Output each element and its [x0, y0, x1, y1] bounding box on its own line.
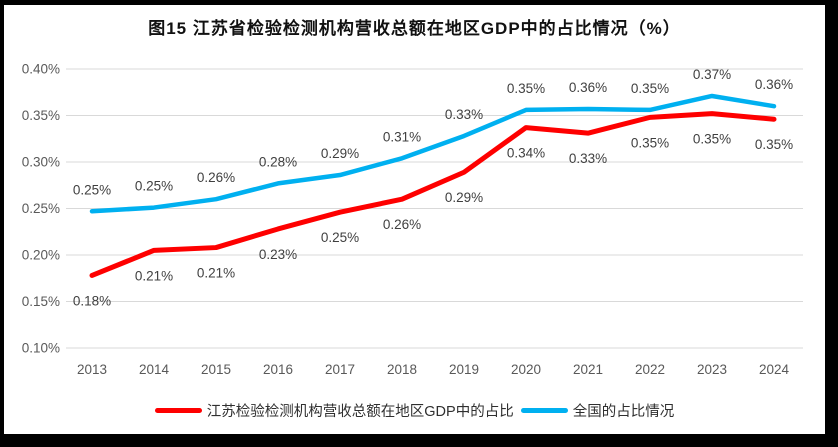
y-axis-tick-label: 0.30% — [22, 155, 60, 170]
data-label: 0.33% — [569, 151, 607, 166]
legend-line-swatch — [154, 408, 202, 413]
legend-line-swatch — [520, 408, 568, 413]
data-label: 0.21% — [135, 268, 173, 283]
data-label: 0.29% — [445, 190, 483, 205]
data-label: 0.23% — [259, 247, 297, 262]
data-label: 0.35% — [755, 137, 793, 152]
data-label: 0.18% — [73, 293, 111, 308]
x-axis-tick-label: 2022 — [635, 362, 665, 377]
legend-item: 江苏检验检测机构营收总额在地区GDP中的占比 — [154, 400, 514, 421]
data-label: 0.37% — [693, 67, 731, 82]
y-axis-tick-label: 0.20% — [22, 248, 60, 263]
data-label: 0.26% — [197, 170, 235, 185]
legend-label: 江苏检验检测机构营收总额在地区GDP中的占比 — [206, 404, 514, 420]
chart-canvas: 图15 江苏省检验检测机构营收总额在地区GDP中的占比情况（%） 0.40% 0.… — [4, 5, 825, 434]
line-chart: 0.40% 0.35% 0.30% 0.25% 0.20% 0.15% 0.10% 2013 2… — [22, 62, 803, 377]
x-axis-tick-label: 2021 — [573, 362, 603, 377]
data-label: 0.33% — [445, 107, 483, 122]
chart-title: 图15 江苏省检验检测机构营收总额在地区GDP中的占比情况（%） — [148, 19, 681, 38]
data-label: 0.35% — [507, 81, 545, 96]
data-label: 0.25% — [73, 182, 111, 197]
series-line-1 — [89, 93, 777, 214]
x-axis-tick-label: 2015 — [201, 362, 231, 377]
data-label: 0.21% — [197, 266, 235, 281]
legend-label: 全国的占比情况 — [572, 404, 675, 420]
data-label: 0.36% — [755, 77, 793, 92]
x-axis-tick-label: 2019 — [449, 362, 479, 377]
data-label: 0.28% — [259, 154, 297, 169]
x-axis-tick-label: 2018 — [387, 362, 417, 377]
y-axis-tick-label: 0.15% — [22, 294, 60, 309]
x-axis-tick-label: 2024 — [759, 362, 790, 377]
series-line-0 — [89, 111, 777, 278]
data-label: 0.35% — [631, 135, 669, 150]
data-label: 0.31% — [383, 129, 421, 144]
data-label: 0.36% — [569, 80, 607, 95]
y-axis-tick-label: 0.10% — [22, 341, 60, 356]
data-label: 0.34% — [507, 146, 545, 161]
legend-item: 全国的占比情况 — [520, 400, 675, 421]
x-axis-tick-label: 2020 — [511, 362, 541, 377]
y-axis-tick-label: 0.35% — [22, 108, 60, 123]
data-label: 0.35% — [693, 132, 731, 147]
x-axis-tick-label: 2017 — [325, 362, 355, 377]
y-axis-tick-label: 0.40% — [22, 62, 60, 77]
x-axis-tick-label: 2013 — [77, 362, 107, 377]
chart-legend: 江苏检验检测机构营收总额在地区GDP中的占比 全国的占比情况 — [4, 400, 825, 421]
data-label: 0.29% — [321, 146, 359, 161]
x-axis-tick-label: 2016 — [263, 362, 293, 377]
data-label: 0.26% — [383, 217, 421, 232]
data-label: 0.25% — [135, 179, 173, 194]
x-axis-tick-label: 2023 — [697, 362, 727, 377]
y-axis-tick-label: 0.25% — [22, 201, 60, 216]
x-axis-tick-label: 2014 — [139, 362, 170, 377]
data-label: 0.25% — [321, 230, 359, 245]
data-label: 0.35% — [631, 81, 669, 96]
